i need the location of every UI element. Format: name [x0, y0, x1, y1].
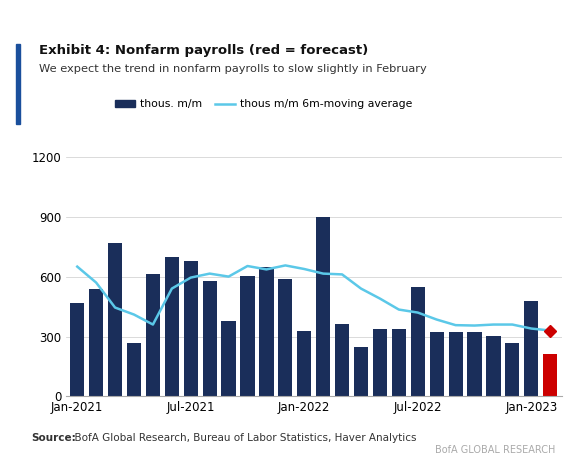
Text: BofA GLOBAL RESEARCH: BofA GLOBAL RESEARCH — [435, 445, 556, 455]
Text: Source:: Source: — [32, 433, 76, 443]
Bar — [449, 332, 462, 396]
Bar — [297, 331, 311, 396]
Bar — [184, 260, 198, 396]
Bar — [505, 343, 520, 396]
Text: We expect the trend in nonfarm payrolls to slow slightly in February: We expect the trend in nonfarm payrolls … — [39, 64, 427, 74]
Bar — [354, 347, 368, 396]
Bar — [70, 303, 84, 396]
Bar — [165, 257, 179, 396]
Bar — [146, 274, 160, 396]
Bar — [316, 217, 330, 396]
Bar — [222, 321, 236, 396]
Bar — [108, 242, 122, 396]
Bar — [392, 329, 406, 396]
Bar — [543, 354, 558, 396]
Bar — [430, 332, 444, 396]
Bar — [278, 279, 292, 396]
Bar — [486, 336, 501, 396]
Bar — [524, 301, 539, 396]
Bar — [127, 343, 141, 396]
Bar — [468, 331, 482, 396]
Bar — [373, 329, 387, 396]
Bar — [411, 287, 425, 396]
Bar — [203, 281, 217, 396]
Text: Exhibit 4: Nonfarm payrolls (red = forecast): Exhibit 4: Nonfarm payrolls (red = forec… — [39, 44, 368, 57]
Text: BofA Global Research, Bureau of Labor Statistics, Haver Analytics: BofA Global Research, Bureau of Labor St… — [68, 433, 416, 443]
Bar — [335, 324, 349, 396]
Bar — [260, 267, 273, 396]
Bar — [89, 290, 103, 396]
Bar — [241, 276, 254, 396]
Legend: thous. m/m, thous m/m 6m-moving average: thous. m/m, thous m/m 6m-moving average — [111, 95, 417, 114]
